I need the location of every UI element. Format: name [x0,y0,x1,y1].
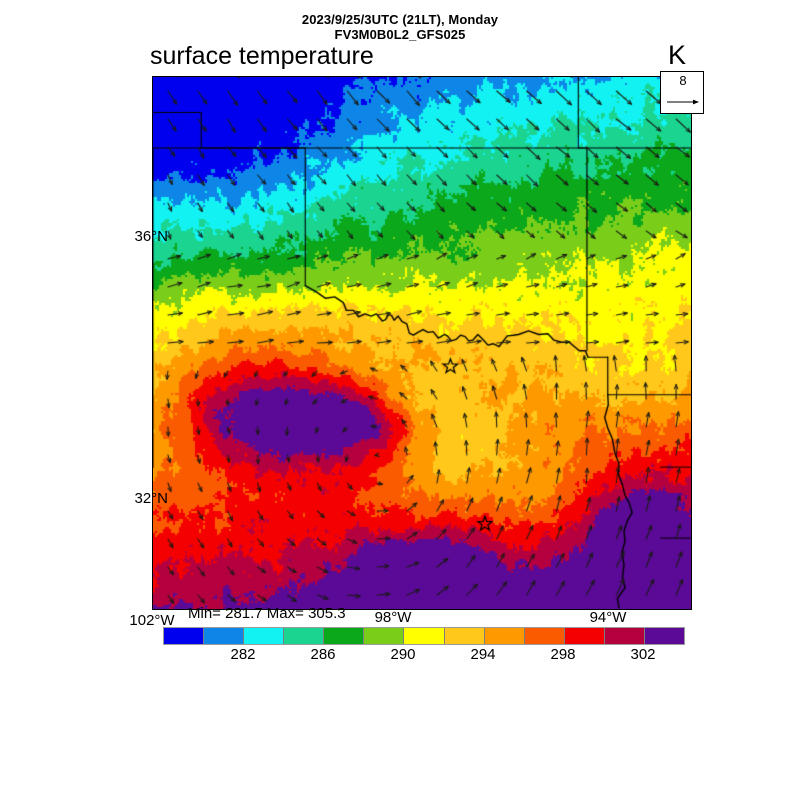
right-arrow-icon [667,99,699,105]
title-block: 2023/9/25/3UTC (21LT), Monday FV3M0B0L2_… [0,12,800,42]
x-axis-tick-94w: 94°W [589,609,627,626]
colorbar-cell [363,628,404,644]
x-axis-tick-98w: 98°W [374,609,412,626]
colorbar[interactable] [163,627,685,645]
colorbar-tick-label: 282 [230,646,256,663]
wind-key-value: 8 [679,73,687,88]
x-axis-tick-102w: 102°W [129,612,175,629]
colorbar-cell [243,628,284,644]
map-plot-area[interactable] [152,76,692,610]
colorbar-cell [443,628,484,644]
y-axis-tick-36n: 36°N [134,228,168,245]
units-label: K [668,40,687,70]
colorbar-tick-label: 290 [390,646,416,663]
colorbar-tick-label: 302 [630,646,656,663]
min-max-annotation: Min= 281.7 Max= 305.3 [188,605,346,622]
colorbar-cell [603,628,644,644]
y-axis-tick-32n: 32°N [134,490,168,507]
colorbar-cell [283,628,324,644]
colorbar-cell [203,628,244,644]
model-title: FV3M0B0L2_GFS025 [334,27,466,42]
colorbar-tick-label: 298 [550,646,576,663]
wind-vector-key: 8 [660,71,704,114]
page-title: surface temperature [150,42,374,70]
colorbar-cell [483,628,524,644]
colorbar-cell [323,628,364,644]
datetime-title: 2023/9/25/3UTC (21LT), Monday [301,12,499,27]
colorbar-tick-labels: 282 286 290 294 298 302 [163,645,683,665]
colorbar-tick-label: 294 [470,646,496,663]
colorbar-cell [523,628,564,644]
colorbar-cell [643,628,685,644]
temperature-heatmap-canvas [153,77,691,609]
colorbar-cell [403,628,444,644]
colorbar-cell [164,628,204,644]
colorbar-cell [563,628,604,644]
colorbar-tick-label: 286 [310,646,336,663]
